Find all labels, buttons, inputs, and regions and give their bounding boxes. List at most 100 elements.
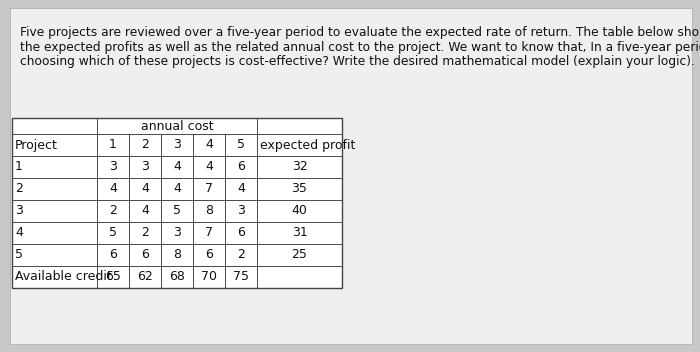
Bar (12, 222, 97, 244)
Bar (97, 134, 129, 156)
Text: 70: 70 (201, 270, 217, 283)
Bar (161, 178, 193, 200)
Bar (129, 156, 161, 178)
Bar (257, 244, 342, 266)
Bar (257, 266, 342, 288)
Bar (97, 200, 129, 222)
Bar (193, 222, 225, 244)
Text: 2: 2 (141, 226, 149, 239)
Bar (193, 134, 225, 156)
Bar (129, 244, 161, 266)
Text: 3: 3 (15, 205, 23, 218)
Text: 4: 4 (15, 226, 23, 239)
Bar (257, 156, 342, 178)
Bar (225, 134, 257, 156)
Bar (129, 134, 161, 156)
Bar (129, 200, 161, 222)
Text: 3: 3 (141, 161, 149, 174)
Bar (12, 156, 97, 178)
Bar (225, 178, 257, 200)
Text: expected profit: expected profit (260, 138, 356, 151)
Bar (129, 222, 161, 244)
Bar (161, 200, 193, 222)
Text: annual cost: annual cost (141, 119, 214, 132)
Bar (257, 118, 342, 134)
Text: 1: 1 (109, 138, 117, 151)
Text: 1: 1 (15, 161, 23, 174)
Bar (161, 178, 193, 200)
Bar (97, 134, 129, 156)
Bar (12, 244, 97, 266)
Text: 40: 40 (292, 205, 307, 218)
Bar (97, 118, 257, 134)
Text: 4: 4 (173, 161, 181, 174)
Bar (225, 134, 257, 156)
Bar (257, 178, 342, 200)
Bar (193, 244, 225, 266)
Bar (161, 222, 193, 244)
Bar (257, 222, 342, 244)
Bar (225, 222, 257, 244)
Bar (97, 156, 129, 178)
Bar (225, 266, 257, 288)
Text: 35: 35 (292, 182, 307, 195)
Bar (161, 222, 193, 244)
Bar (161, 266, 193, 288)
Bar (97, 118, 257, 134)
Bar (12, 118, 97, 134)
Text: 6: 6 (141, 249, 149, 262)
Bar (12, 134, 97, 156)
Text: 75: 75 (233, 270, 249, 283)
Bar (12, 266, 97, 288)
Bar (161, 134, 193, 156)
Bar (257, 266, 342, 288)
Bar (12, 178, 97, 200)
Bar (193, 266, 225, 288)
Text: 4: 4 (109, 182, 117, 195)
Bar (161, 156, 193, 178)
Bar (97, 266, 129, 288)
Bar (129, 266, 161, 288)
Text: choosing which of these projects is cost-effective? Write the desired mathematic: choosing which of these projects is cost… (20, 55, 695, 68)
Text: 6: 6 (205, 249, 213, 262)
Bar (225, 244, 257, 266)
Bar (225, 178, 257, 200)
Bar (193, 200, 225, 222)
Text: 3: 3 (173, 226, 181, 239)
Bar (193, 178, 225, 200)
Bar (129, 178, 161, 200)
Bar (257, 178, 342, 200)
Bar (161, 156, 193, 178)
Bar (225, 244, 257, 266)
Text: 2: 2 (237, 249, 245, 262)
Bar (12, 222, 97, 244)
Bar (129, 222, 161, 244)
Bar (193, 200, 225, 222)
Bar (257, 222, 342, 244)
Bar (129, 178, 161, 200)
Bar (97, 156, 129, 178)
Text: Project: Project (15, 138, 58, 151)
Text: 2: 2 (15, 182, 23, 195)
Text: 6: 6 (237, 226, 245, 239)
Bar (257, 200, 342, 222)
Bar (257, 156, 342, 178)
Text: 4: 4 (205, 138, 213, 151)
Bar (257, 244, 342, 266)
Text: 7: 7 (205, 182, 213, 195)
Text: 5: 5 (109, 226, 117, 239)
Bar (193, 134, 225, 156)
Bar (161, 266, 193, 288)
Text: 4: 4 (237, 182, 245, 195)
Text: Five projects are reviewed over a five-year period to evaluate the expected rate: Five projects are reviewed over a five-y… (20, 26, 700, 39)
Text: 4: 4 (141, 205, 149, 218)
Text: 7: 7 (205, 226, 213, 239)
Text: 68: 68 (169, 270, 185, 283)
Text: 32: 32 (292, 161, 307, 174)
Bar (257, 134, 342, 156)
Bar (225, 200, 257, 222)
Bar (257, 134, 342, 156)
Bar (257, 200, 342, 222)
Text: 5: 5 (173, 205, 181, 218)
Bar (129, 266, 161, 288)
